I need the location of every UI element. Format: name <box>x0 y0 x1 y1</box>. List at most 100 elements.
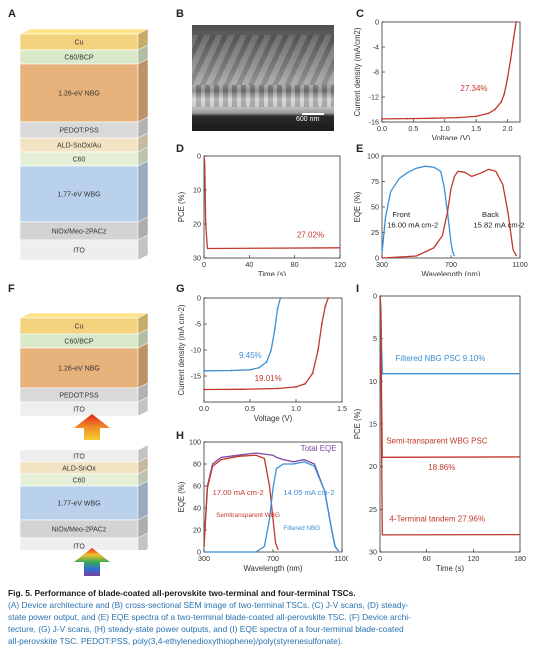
data-point <box>295 386 297 388</box>
annotation-pce: 27.34% <box>460 84 487 93</box>
series-line <box>379 295 521 458</box>
panel-label-a: A <box>8 8 16 20</box>
stack-layer-label: ITO <box>73 454 85 461</box>
chart-g-jv: 0.0 0.5 1.0 1.5 0 -5 -10 -15 Voltage (V) Current … <box>177 294 347 424</box>
annotation: 15.82 mA cm-2 <box>473 220 524 229</box>
annotation: Semitransparent WBG <box>216 512 280 519</box>
panel-label-e: E <box>356 143 364 155</box>
x-tick-label: 0 <box>202 260 206 269</box>
chart-h-eqe: 300 700 1100 0 20 40 60 80 100 Wavelength (nm) EQE… <box>177 438 348 574</box>
y-tick-label: 25 <box>369 505 377 514</box>
x-axis-label: Voltage (V) <box>432 134 471 140</box>
data-point <box>249 368 251 371</box>
y-tick-label: 25 <box>371 228 379 237</box>
x-tick-label: 700 <box>445 260 457 269</box>
data-point <box>431 117 434 120</box>
annotation-pce: 27.02% <box>297 231 324 240</box>
data-point <box>487 112 490 115</box>
stack-layer-side <box>137 342 149 389</box>
stack-top-face <box>19 28 149 35</box>
data-point <box>276 387 279 390</box>
chart-i-spo: 0 60 120 180 0 5 10 15 20 25 30 Time (s) PCE (%) Filt… <box>353 292 526 574</box>
stack-layer-label: ALD-SnOx/Au <box>57 143 101 150</box>
y-tick-label: -5 <box>195 320 201 329</box>
y-tick-label: 10 <box>193 186 201 195</box>
series-line <box>203 155 341 250</box>
series-line <box>379 295 521 536</box>
x-tick-label: 1100 <box>334 554 348 563</box>
y-axis-label: EQE (%) <box>177 481 186 512</box>
chart-c-jv: 0.0 0.5 1.0 1.5 2.0 0 -4 -8 -12 -16 Voltage (V) Cur… <box>353 18 521 140</box>
plot-frame <box>203 297 343 403</box>
stack-layer-label: 1.26-eV NBG <box>58 366 100 373</box>
x-tick-label: 0.5 <box>245 404 255 413</box>
data-point <box>203 388 205 391</box>
data-point <box>230 369 233 372</box>
y-tick-label: -4 <box>373 43 379 52</box>
annotation-wbg: 19.01% <box>255 374 282 383</box>
sem-scalebar <box>302 113 324 115</box>
data-point <box>276 307 279 310</box>
y-tick-label: 0 <box>375 18 379 27</box>
x-tick-label: 80 <box>291 260 299 269</box>
x-tick-label: 1.5 <box>471 124 481 133</box>
y-axis-label: EQE (%) <box>353 191 362 222</box>
y-tick-label: -15 <box>191 372 201 381</box>
caption-line-4: all-perovskite TSC. PEDOT:PSS, poly(3,4-… <box>8 636 344 646</box>
x-tick-label: 300 <box>198 554 210 563</box>
data-point <box>265 361 268 363</box>
y-tick-label: -12 <box>369 93 379 102</box>
series-line <box>203 454 279 551</box>
series-line <box>381 21 517 120</box>
stack-layer <box>19 485 139 521</box>
data-point <box>512 36 515 39</box>
data-point <box>203 369 205 372</box>
data-point <box>270 349 273 351</box>
chart-e-eqe: 300 700 1100 0 25 50 75 100 Wavelength (nm) EQE (… <box>353 152 528 277</box>
stack-layer-label: NiOx/Meo-2PACz <box>52 229 107 236</box>
y-tick-label: 0 <box>373 292 377 301</box>
panel-label-i: I <box>356 283 360 295</box>
x-tick-label: 0.5 <box>408 124 418 133</box>
stack-layer-side <box>137 396 149 417</box>
stack-layer-label: Cu <box>75 40 84 47</box>
stack-layer-side <box>137 160 149 223</box>
sunlight-arrow-icon <box>74 548 110 576</box>
data-point <box>258 366 261 369</box>
x-tick-label: 60 <box>423 554 431 563</box>
annotation: 4-Terminal tandem 27.96% <box>389 514 485 523</box>
data-point <box>273 328 276 331</box>
x-tick-label: 0.0 <box>377 124 387 133</box>
data-point <box>506 77 509 80</box>
stack-layer-label: ITO <box>73 248 85 255</box>
stack-layer-label: PEDOT:PSS <box>59 393 99 400</box>
panel-label-h: H <box>176 430 184 442</box>
stack-layer-label: PEDOT:PSS <box>59 128 99 135</box>
stack-layer-label: ITO <box>73 544 85 551</box>
series-line <box>381 165 456 257</box>
annotation: 17.00 mA cm-2 <box>213 488 264 497</box>
data-point <box>239 388 242 391</box>
stack-layer-label: Cu <box>75 324 84 331</box>
y-axis-label: Current density (mA cm-2) <box>177 304 186 395</box>
x-axis-label: Time (s) <box>436 564 465 573</box>
y-tick-label: 5 <box>373 334 377 343</box>
stack-layer-label: 1.77-eV WBG <box>57 501 100 508</box>
stack-layer-label: NiOx/Meo-2PACz <box>52 527 107 534</box>
x-tick-label: 120 <box>467 554 479 563</box>
y-tick-label: -8 <box>373 68 379 77</box>
panel-label-c: C <box>356 8 364 20</box>
x-tick-label: 300 <box>376 260 388 269</box>
x-tick-label: 120 <box>334 260 346 269</box>
device-stack-f-top: Cu C60/BCP 1.26-eV NBG PEDOT:PSS ITO <box>19 312 149 417</box>
annotation: Filtered NBG PSC 9.10% <box>396 354 486 363</box>
x-axis-label: Wavelength (nm) <box>243 564 302 573</box>
data-point <box>500 101 503 103</box>
y-axis-label: Current density (mA/cm2) <box>353 27 362 116</box>
series-line <box>204 461 340 553</box>
panel-label-d: D <box>176 143 184 155</box>
annotation: Front <box>392 210 411 219</box>
light-arrow-icon <box>74 414 110 440</box>
y-tick-label: 60 <box>193 482 201 491</box>
x-tick-label: 1100 <box>512 260 527 269</box>
